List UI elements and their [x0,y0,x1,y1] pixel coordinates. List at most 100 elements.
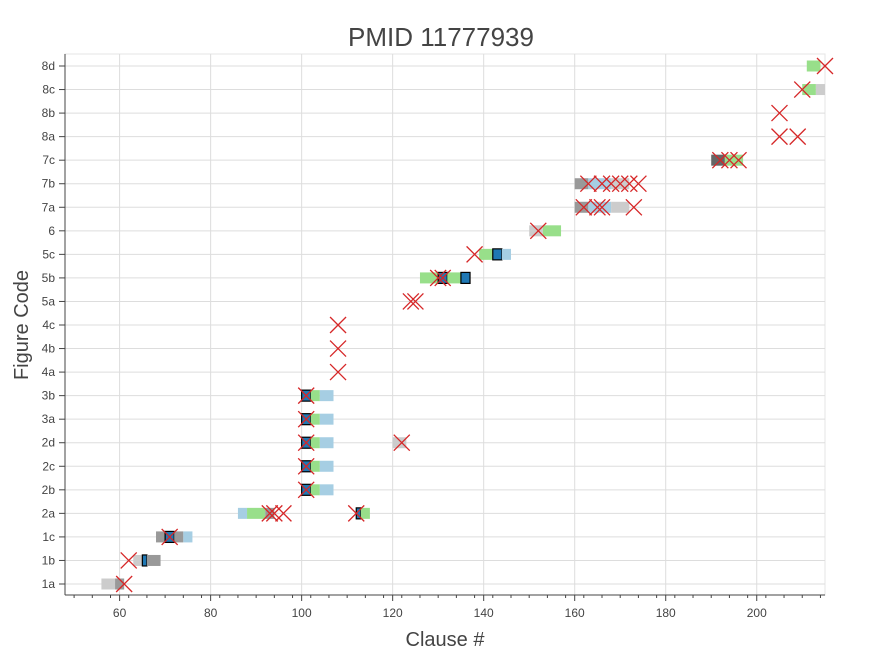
y-tick-label: 8c [42,83,55,97]
y-tick-label: 5c [42,247,55,261]
x-marker [402,292,420,310]
x-tick-label: 80 [204,606,218,620]
band-segment [419,272,439,284]
x-marker [579,175,597,193]
x-marker [730,151,747,169]
y-tick-label: 2b [42,483,56,497]
x-marker [297,481,315,499]
x-tick-label: 200 [747,606,767,620]
x-marker [297,410,315,428]
x-marker [297,434,315,452]
x-marker [406,292,424,310]
x-marker [161,528,179,546]
band-segment [806,60,821,72]
band-segment [360,507,370,519]
y-tick-label: 7a [42,200,56,214]
band-segment [319,437,334,449]
band-segment [319,413,334,425]
band-segment [310,413,320,425]
x-marker [620,175,638,193]
band-segment [802,84,816,96]
y-tick-label: 3a [42,412,56,426]
x-marker [329,316,347,334]
x-marker [771,128,788,146]
x-marker [329,363,347,381]
band-segment [447,272,461,284]
y-tick-label: 8b [42,106,56,120]
x-tick-label: 60 [113,606,127,620]
x-marker [297,387,315,405]
band-segment [141,554,148,567]
y-tick-label: 5b [42,271,56,285]
band-segment [392,437,407,449]
y-tick-label: 7c [42,153,55,167]
band-segment [492,248,503,261]
plot-area: 60 80 100 120 140 160 180 200 1a 1b 1c 2a 2b 2c 2d 3a 3b… [42,53,834,620]
x-marker [261,504,279,522]
x-marker [789,128,807,146]
y-tick-label: 4b [42,342,56,356]
x-tick-label: 100 [292,606,312,620]
y-tick-label: 1a [42,577,56,591]
band-segment [588,178,612,190]
y-tick-label: 5a [42,294,56,308]
band-segment [310,390,320,402]
x-marker [466,245,484,263]
x-marker [265,504,283,522]
x-marker [393,434,411,452]
x-marker [429,269,447,287]
y-tick-label: 4a [42,365,56,379]
x-marker [629,175,647,193]
x-marker [593,198,611,216]
y-tick-label: 8a [42,130,56,144]
x-tick-label: 140 [474,606,494,620]
band-segment [815,84,825,96]
band-segment [479,248,493,260]
y-tick-label: 2d [42,436,55,450]
y-tick-label: 4c [42,318,55,332]
band-segment [319,390,334,402]
band-segment [174,531,184,543]
x-marker [329,340,347,358]
band-segment [711,154,725,166]
band-segment [319,484,334,496]
x-marker [274,504,292,522]
band-segment [319,460,334,472]
band-segment [156,531,166,543]
band-segment [101,578,116,590]
band-segment [588,201,612,213]
x-marker [720,151,738,169]
band-segment [542,225,562,237]
x-marker [434,269,452,287]
band-segment [574,178,589,190]
band-segment [183,531,193,543]
band-segment [460,271,471,285]
x-marker [816,57,834,75]
y-tick-label: 3b [42,389,56,403]
x-tick-label: 180 [656,606,676,620]
x-marker [593,175,611,193]
y-tick-label: 6 [48,224,55,238]
y-tick-label: 8d [42,59,55,73]
x-marker [711,151,729,169]
y-tick-label: 1c [42,530,55,544]
x-marker [115,575,133,593]
band-segment [310,460,320,472]
x-tick-label: 160 [565,606,585,620]
x-axis-title: Clause # [406,629,486,651]
x-marker [529,222,547,240]
x-marker [771,104,788,122]
y-tick-label: 1b [42,553,56,567]
y-axis-title: Figure Code [11,270,33,380]
y-tick-label: 7b [42,177,56,191]
band-segment [146,554,161,566]
x-tick-label: 120 [383,606,403,620]
y-tick-label: 2a [42,506,56,520]
band-segment [529,225,543,237]
band-segment [247,507,266,519]
x-marker [297,457,315,475]
x-marker [347,504,365,522]
x-marker [625,198,643,216]
